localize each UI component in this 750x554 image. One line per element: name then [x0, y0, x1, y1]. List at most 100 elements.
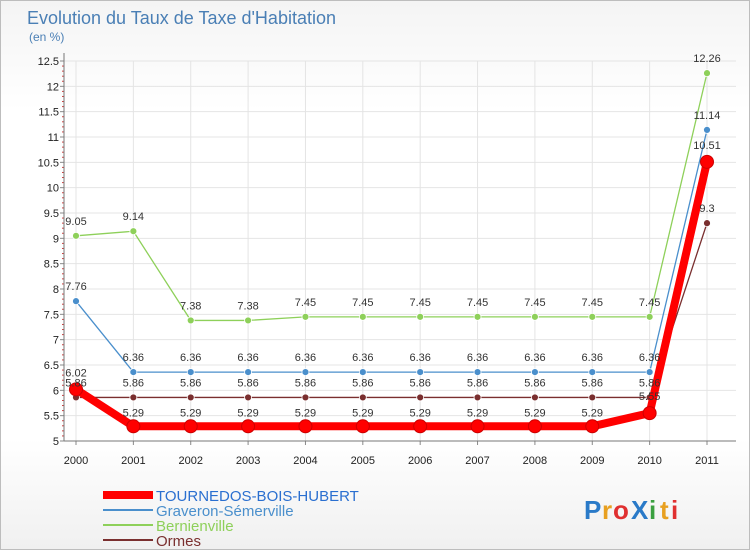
series-2-point: [301, 312, 310, 321]
data-label: 9.05: [65, 216, 86, 228]
series-2-point: [72, 231, 80, 240]
logo-letter: X: [631, 495, 649, 525]
data-label: 7.38: [180, 300, 201, 312]
series-group: [69, 69, 714, 434]
data-label: 5.29: [180, 407, 201, 419]
x-tick-label: 2000: [64, 455, 88, 467]
data-label: 7.45: [582, 297, 603, 309]
data-label: 11.14: [694, 110, 721, 122]
legend-label: Ormes: [156, 533, 201, 549]
y-tick-label: 9.5: [44, 208, 59, 220]
legend-label: Graveron-Sémerville: [156, 503, 294, 520]
series-2-point: [358, 312, 367, 321]
series-0-point: [700, 154, 714, 169]
y-tick-label: 7: [53, 335, 59, 347]
series-3-point: [129, 393, 138, 402]
series-0-point: [585, 419, 600, 434]
series-2-point: [588, 312, 597, 321]
series-3-point: [301, 393, 310, 402]
series-0-point: [241, 419, 256, 434]
axes: [60, 53, 736, 445]
data-label: 5.86: [65, 377, 86, 389]
series-3-point: [416, 393, 425, 402]
x-axis-ticks: 2000 2001 2002 2003 2004 2005 2006 2007 2008 2009…: [64, 455, 719, 467]
series-1-point: [531, 368, 539, 376]
gridlines: [64, 60, 736, 442]
data-label: 6.02: [65, 367, 86, 379]
x-tick-label: 2006: [408, 455, 432, 467]
x-tick-label: 2001: [121, 455, 145, 467]
series-0-point: [470, 419, 485, 434]
series-2-point: [473, 312, 482, 321]
x-tick-label: 2005: [351, 455, 375, 467]
x-tick-label: 2008: [523, 455, 547, 467]
x-tick-label: 2003: [236, 455, 260, 467]
data-label: 7.76: [65, 281, 86, 293]
y-tick-label: 8: [53, 284, 59, 296]
data-label: 7.45: [524, 297, 545, 309]
series-1-point: [72, 297, 80, 306]
y-tick-label: 10: [47, 183, 59, 195]
series-0-point: [69, 382, 83, 397]
data-label: 5.29: [295, 407, 316, 419]
series-1-point: [645, 368, 654, 376]
y-tick-label: 6: [53, 385, 59, 397]
y-tick-label: 8.5: [44, 259, 59, 271]
data-label: 5.86: [352, 377, 373, 389]
data-label: 5.86: [582, 377, 603, 389]
series-2-point: [416, 312, 425, 321]
series-3-point: [473, 393, 482, 402]
legend-label: Bernienville: [156, 518, 234, 535]
chart-title: Evolution du Taux de Taxe d'Habitation: [27, 8, 336, 28]
series-1-point: [416, 368, 425, 376]
series-3-point: [703, 219, 711, 228]
logo-letter: i: [671, 495, 678, 525]
logo-letter: o: [613, 495, 629, 525]
data-label: 5.29: [237, 407, 258, 419]
y-tick-label: 11: [48, 132, 59, 144]
data-label: 9.14: [123, 211, 144, 223]
series-1-point: [358, 368, 367, 376]
data-label: 6.36: [409, 352, 430, 364]
series-0-point: [183, 419, 198, 434]
data-label: 5.86: [123, 377, 144, 389]
data-label: 5.86: [409, 377, 430, 389]
data-label: 6.36: [582, 352, 603, 364]
series-2-point: [703, 69, 711, 78]
series-0-point: [298, 419, 313, 434]
series-2-point: [645, 312, 654, 321]
y-tick-label: 11.5: [38, 107, 59, 119]
x-tick-label: 2004: [293, 455, 317, 467]
series-line-1: [75, 129, 708, 373]
logo-letter: P: [584, 495, 601, 525]
series-0-point: [413, 419, 428, 434]
data-label: 10.51: [693, 140, 721, 152]
data-label: 7.45: [352, 297, 373, 309]
series-0-point: [355, 419, 370, 434]
x-tick-label: 2009: [580, 455, 604, 467]
data-label: 5.86: [180, 377, 201, 389]
series-3-point: [588, 393, 597, 402]
y-tick-label: 12.5: [38, 56, 59, 68]
data-label: 5.86: [524, 377, 545, 389]
series-1-point: [244, 368, 252, 376]
data-label: 6.36: [237, 352, 258, 364]
x-tick-label: 2007: [465, 455, 489, 467]
series-1-point: [301, 368, 310, 376]
series-3-point: [244, 393, 252, 402]
x-tick-label: 2002: [178, 455, 202, 467]
y-tick-label: 6.5: [44, 360, 59, 372]
data-label: 5.86: [639, 377, 660, 389]
series-1-point: [703, 126, 711, 134]
y-tick-label: 9: [53, 233, 59, 245]
series-1-point: [473, 368, 482, 376]
series-2-point: [244, 316, 252, 325]
series-3-point: [531, 393, 539, 402]
series-1-point: [129, 368, 138, 376]
series-line-2: [75, 72, 708, 322]
series-2-point: [186, 316, 195, 325]
data-label: 7.45: [467, 297, 488, 309]
data-label: 5.86: [467, 377, 488, 389]
